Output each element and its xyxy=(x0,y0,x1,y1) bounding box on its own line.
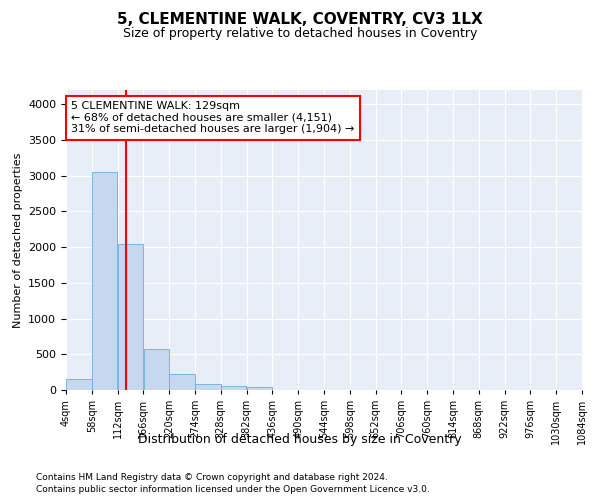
Text: 5 CLEMENTINE WALK: 129sqm
← 68% of detached houses are smaller (4,151)
31% of se: 5 CLEMENTINE WALK: 129sqm ← 68% of detac… xyxy=(71,101,355,134)
Bar xyxy=(143,350,169,390)
Bar xyxy=(169,374,195,390)
Bar xyxy=(195,384,221,390)
Bar xyxy=(92,172,118,390)
Bar xyxy=(221,386,247,390)
Text: Size of property relative to detached houses in Coventry: Size of property relative to detached ho… xyxy=(123,28,477,40)
Text: Distribution of detached houses by size in Coventry: Distribution of detached houses by size … xyxy=(138,432,462,446)
Bar xyxy=(247,387,272,390)
Text: Contains public sector information licensed under the Open Government Licence v3: Contains public sector information licen… xyxy=(36,485,430,494)
Bar xyxy=(66,380,92,390)
Text: 5, CLEMENTINE WALK, COVENTRY, CV3 1LX: 5, CLEMENTINE WALK, COVENTRY, CV3 1LX xyxy=(117,12,483,28)
Y-axis label: Number of detached properties: Number of detached properties xyxy=(13,152,23,328)
Text: Contains HM Land Registry data © Crown copyright and database right 2024.: Contains HM Land Registry data © Crown c… xyxy=(36,472,388,482)
Bar xyxy=(118,244,143,390)
